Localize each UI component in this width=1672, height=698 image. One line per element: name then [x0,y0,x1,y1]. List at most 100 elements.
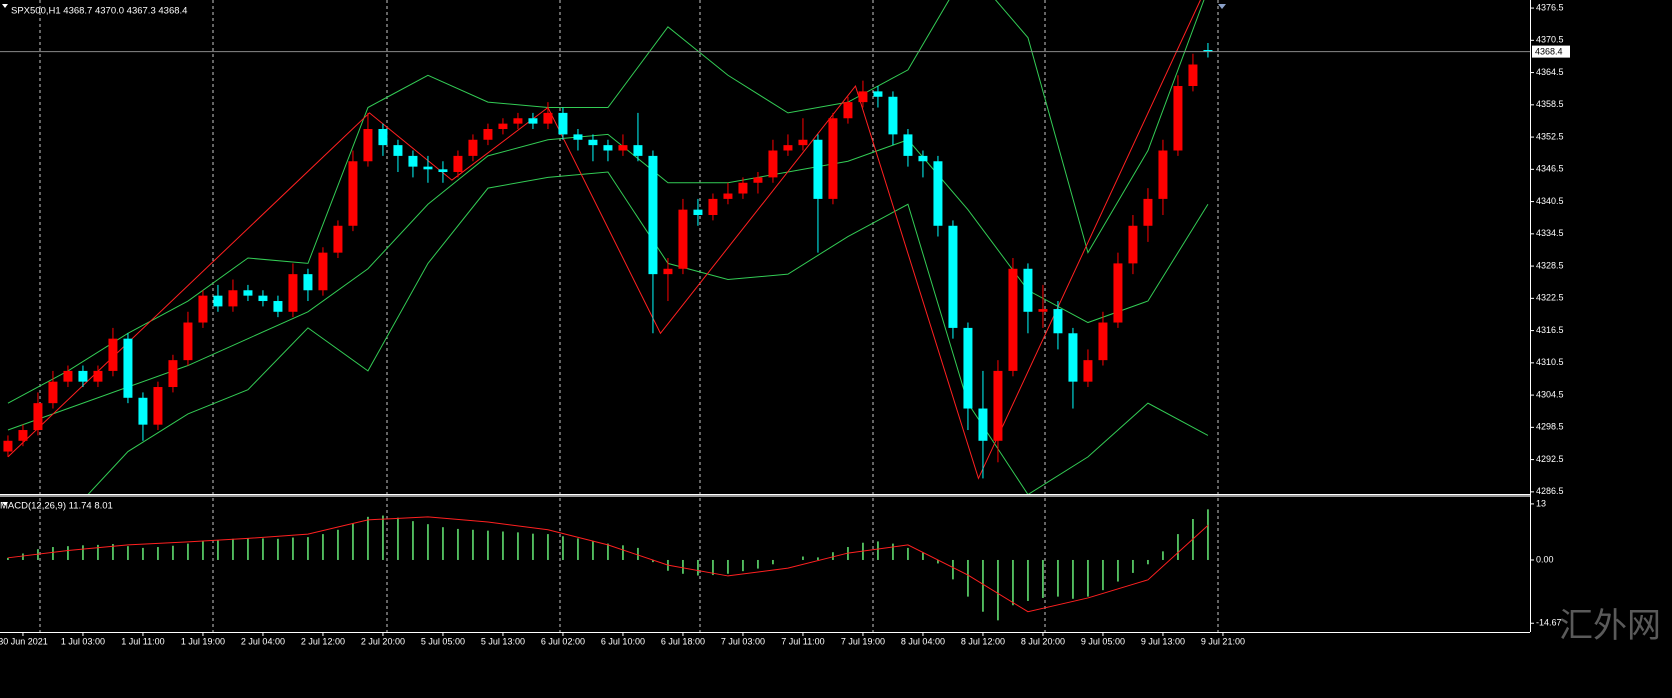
candle-body [33,403,43,431]
candle-body [3,440,13,452]
y-tick-label: 4292.5 [1536,454,1564,464]
candle-body [723,193,733,199]
chart-title: SPX500,H1 4368.7 4370.0 4367.3 4368.4 [11,6,187,17]
candle-body [513,118,523,124]
candle-body [378,129,388,146]
candle-body [948,225,958,328]
candle-body [1038,309,1048,312]
y-tick-label: 4334.5 [1536,228,1564,238]
x-tick-label: 1 Jul 11:00 [121,636,164,646]
x-tick-label: 2 Jul 04:00 [241,636,285,646]
y-tick-label: 4304.5 [1536,389,1564,399]
main-plot [3,0,1213,494]
candle-body [633,145,643,156]
x-tick-label: 1 Jul 19:00 [181,636,225,646]
signal-line [7,516,1209,613]
macd-title: MACD(12,26,9) 11.74 8.01 [0,501,113,512]
y-tick-label: 4310.5 [1536,357,1564,367]
y-tick-label: 4328.5 [1536,260,1564,270]
candle-body [1143,198,1153,226]
candle-body [348,161,358,226]
candle-body [1023,268,1033,312]
y-tick-label: 4364.5 [1536,67,1564,77]
candle-body [783,145,793,151]
candle-body [318,252,328,291]
y2-tick-label: 0.00 [1536,554,1554,564]
overlay-line [7,133,1209,431]
candle-body [1008,268,1018,371]
indicator-icon [2,502,8,506]
x-tick-label: 1 Jul 03:00 [61,636,105,646]
x-tick-label: 5 Jul 05:00 [421,636,465,646]
candle-body [483,129,493,140]
main-bottom-border [0,494,1530,495]
candle-body [288,274,298,312]
candle-body [858,91,868,103]
candle-body [528,118,538,124]
candle-body [1068,333,1078,382]
x-tick-label: 9 Jul 13:00 [1141,636,1185,646]
x-tick-label: 5 Jul 13:00 [481,636,525,646]
candle-body [123,338,133,398]
candle-body [798,139,808,146]
candle-body [663,268,673,275]
candle-body [423,166,433,170]
candle-body [678,209,688,269]
candle-body [468,139,478,156]
candle-body [588,139,598,146]
y-tick-label: 4358.5 [1536,99,1564,109]
candle-body [903,134,913,156]
candle-body [933,161,943,226]
candle-body [393,145,403,156]
y-tick-label: 4298.5 [1536,422,1564,432]
y-tick-label: 4340.5 [1536,196,1564,206]
candle-body [453,155,463,173]
candle-body [153,387,163,425]
candle-body [843,102,853,119]
y-tick-label: 4322.5 [1536,293,1564,303]
candle-body [873,91,883,97]
x-tick-label: 7 Jul 03:00 [721,636,765,646]
candle-body [963,327,973,409]
candle-body [258,295,268,302]
candle-body [828,118,838,199]
y-tick-label: 4316.5 [1536,325,1564,335]
candle-body [168,360,178,388]
last-price-box [1532,45,1570,58]
candle-body [543,112,553,124]
candle-body [1113,263,1123,323]
y2-tick-label: -14.67 [1536,618,1562,628]
candle-body [498,123,508,130]
candle-body [363,129,373,162]
plot-layer: 4286.5 4292.5 4298.5 4304.5 4310.5 4316.5 4322… [0,0,1570,646]
candle-body [438,169,448,173]
y-tick-label: 4286.5 [1536,486,1564,496]
x-tick-label: 9 Jul 05:00 [1081,636,1125,646]
candle-body [1098,322,1108,361]
candle-body [693,209,703,216]
candle-body [1053,309,1063,334]
candle-body [753,177,763,183]
candle-body [1188,64,1198,87]
candle-body [603,145,613,151]
candle-body [1173,86,1183,151]
x-tick-label: 7 Jul 11:00 [781,636,824,646]
candle-body [108,338,118,371]
shift-marker [1218,4,1226,9]
candle-body [93,370,103,382]
overlay-line [87,171,1209,494]
candle-body [573,134,583,140]
x-tick-label: 2 Jul 12:00 [301,636,345,646]
panel-divider [0,494,1530,497]
candle-body [888,96,898,135]
candle-body [48,381,58,404]
overlay-line [7,0,1205,404]
candle-body [708,198,718,216]
x-tick-label: 7 Jul 19:00 [841,636,885,646]
candle-body [918,155,928,162]
x-tick-label: 9 Jul 21:00 [1201,636,1245,646]
x-tick-label: 6 Jul 02:00 [541,636,585,646]
candle-body [303,274,313,291]
